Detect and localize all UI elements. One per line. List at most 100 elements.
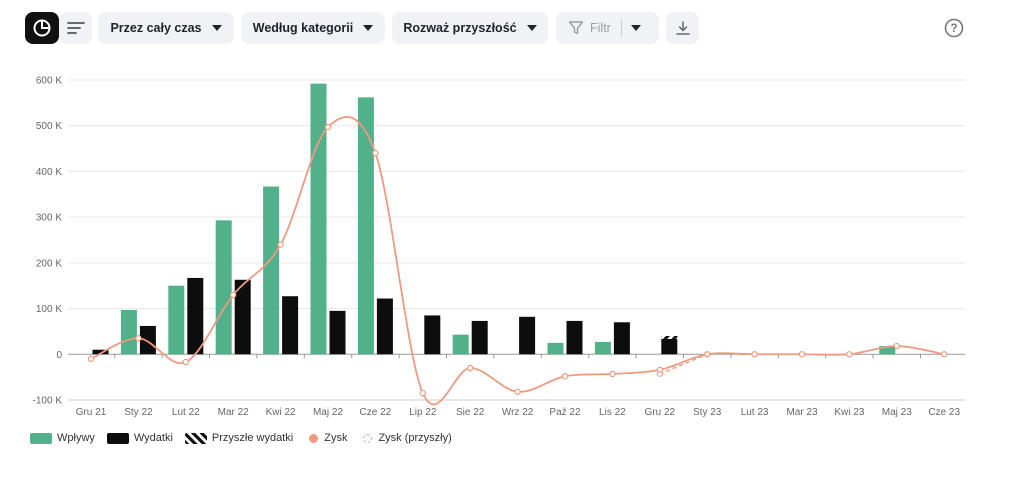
x-tick-label: Kwi 22: [266, 407, 296, 418]
x-tick-label: Cze 23: [928, 407, 960, 418]
chart-view-button[interactable]: [25, 12, 59, 44]
x-tick-label: Paź 22: [549, 407, 581, 418]
menu-lines-icon: [66, 22, 85, 34]
y-tick-label: 200 K: [36, 258, 62, 269]
profit-point: [87, 355, 95, 363]
x-tick-label: Sty 22: [124, 407, 153, 418]
x-tick-label: Kwi 23: [834, 407, 864, 418]
chevron-down-icon: [526, 25, 537, 31]
chevron-down-icon: [630, 25, 641, 31]
bar-expenses: [139, 325, 156, 355]
legend-item-future-expenses[interactable]: Przyszłe wydatki: [184, 432, 294, 444]
profit-point: [751, 351, 758, 358]
bar-income: [263, 186, 280, 355]
bar-expenses: [282, 296, 299, 355]
profit-point: [229, 291, 237, 299]
y-tick-label: 500 K: [36, 121, 62, 132]
bar-expenses: [566, 320, 583, 355]
legend-label-income: Wpływy: [57, 432, 95, 444]
legend-swatch-profit: [309, 433, 319, 443]
pie-chart-icon: [33, 19, 51, 37]
y-tick-label: 0: [56, 350, 62, 361]
profit-point: [846, 351, 853, 358]
bar-expenses: [187, 277, 204, 355]
x-tick-label: Mar 22: [218, 407, 250, 418]
y-tick-label: 300 K: [36, 213, 62, 224]
svg-text:?: ?: [950, 23, 957, 35]
bar-income: [452, 334, 469, 355]
x-tick-label: Gru 21: [76, 407, 107, 418]
chart-legend: Wpływy Wydatki Przyszłe wydatki Zysk Zys…: [30, 432, 464, 444]
bar-expenses: [329, 310, 346, 355]
bar-expenses: [376, 298, 393, 355]
future-dropdown[interactable]: Rozważ przyszłość: [392, 12, 548, 44]
profit-point: [182, 358, 189, 366]
grouping-label: Według kategorii: [252, 21, 354, 35]
filter-button[interactable]: Filtr: [556, 12, 659, 44]
help-icon[interactable]: ?: [944, 18, 964, 38]
chart-toolbar: Przez cały czas Według kategorii Rozważ …: [0, 0, 1024, 56]
profit-point: [609, 370, 616, 378]
bar-income: [310, 83, 327, 355]
profit-point: [324, 123, 332, 131]
profit-point: [419, 389, 426, 397]
bar-expenses: [92, 349, 109, 355]
grouping-dropdown[interactable]: Według kategorii: [241, 12, 385, 44]
profit-point: [277, 241, 284, 248]
profit-point: [135, 335, 142, 342]
x-tick-label: Cze 22: [360, 407, 392, 418]
bar-expenses: [471, 320, 488, 355]
bar-income: [215, 220, 232, 355]
legend-item-profit[interactable]: Zysk: [305, 432, 347, 444]
x-tick-label: Mar 23: [786, 407, 818, 418]
chevron-down-icon: [211, 25, 222, 31]
future-profit-point: [704, 351, 711, 358]
y-tick-label: 400 K: [36, 167, 62, 178]
period-dropdown[interactable]: Przez cały czas: [98, 12, 234, 44]
y-tick-label: 600 K: [36, 76, 62, 87]
profit-point: [893, 342, 901, 350]
x-tick-label: Wrz 22: [502, 407, 534, 418]
future-label: Rozważ przyszłość: [403, 21, 517, 35]
legend-label-future-expenses: Przyszłe wydatki: [211, 432, 294, 444]
x-tick-label: Sie 22: [456, 407, 485, 418]
filter-divider: [620, 19, 622, 37]
profit-point: [467, 364, 474, 372]
legend-label-profit: Zysk: [324, 432, 348, 444]
bar-income: [594, 341, 611, 355]
x-tick-label: Lut 23: [741, 407, 769, 418]
profit-point: [798, 351, 806, 358]
period-label: Przez cały czas: [110, 21, 202, 35]
list-view-button[interactable]: [59, 12, 92, 44]
bar-expenses: [661, 336, 678, 355]
legend-label-future-profit: Zysk (przyszły): [378, 432, 452, 444]
x-tick-label: Lis 22: [599, 407, 626, 418]
legend-item-expenses[interactable]: Wydatki: [106, 432, 173, 444]
legend-item-future-profit[interactable]: Zysk (przyszły): [359, 432, 452, 444]
y-tick-label: 100 K: [36, 304, 62, 315]
profit-point: [941, 351, 948, 358]
filter-label: Filtr: [590, 21, 611, 35]
legend-item-income[interactable]: Wpływy: [30, 432, 95, 444]
legend-swatch-future-profit: [363, 433, 373, 443]
bar-expenses: [234, 279, 251, 355]
bar-expenses: [424, 315, 441, 355]
x-tick-label: Lut 22: [172, 407, 200, 418]
bar-expenses: [613, 322, 630, 355]
chevron-down-icon: [363, 25, 374, 31]
legend-swatch-future-expenses: [184, 432, 207, 444]
profit-point: [514, 388, 521, 395]
legend-label-expenses: Wydatki: [133, 432, 173, 444]
x-tick-label: Lip 22: [409, 407, 437, 418]
download-button[interactable]: [666, 12, 699, 44]
cashflow-chart: -100 K 0 100 K 200 K 300 K 400 K 500 K 600 K Gru…: [33, 76, 965, 418]
y-tick-label: -100 K: [33, 396, 63, 407]
x-tick-label: Maj 23: [882, 407, 912, 418]
profit-point: [561, 373, 569, 380]
bar-future-expenses: [661, 336, 678, 339]
bar-income: [120, 309, 137, 355]
bar-expenses: [519, 316, 536, 355]
legend-swatch-income: [30, 432, 52, 444]
bar-income: [168, 285, 185, 355]
x-tick-label: Sty 23: [693, 407, 722, 418]
